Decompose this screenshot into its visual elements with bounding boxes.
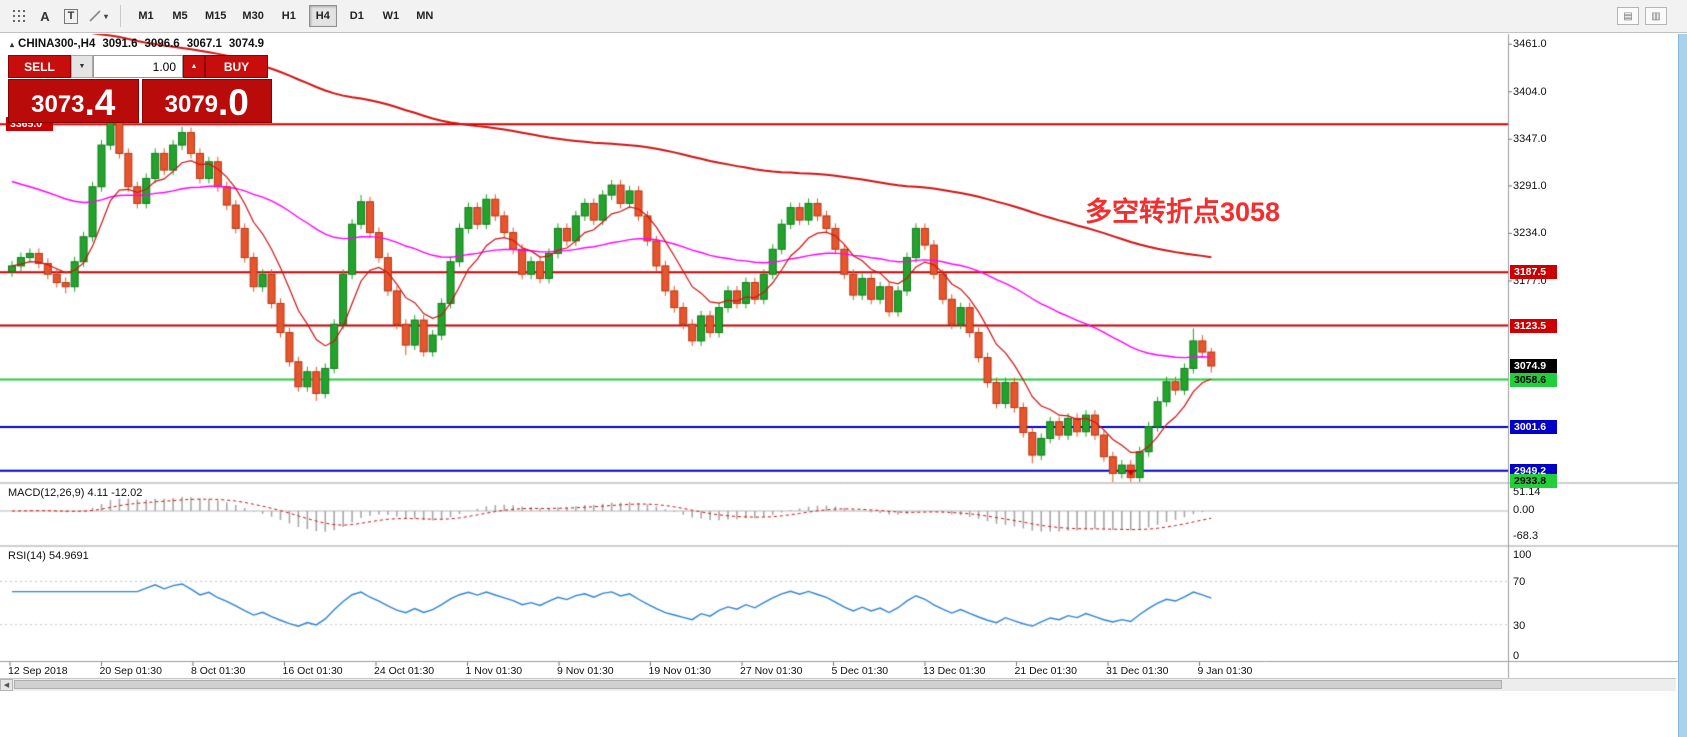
high-value: 3096.6 [144,38,180,50]
time-axis-label: 24 Oct 01:30 [374,665,435,677]
macd-axis-label: -68.3 [1513,530,1539,542]
grid-window-icon: ▤ [1623,10,1633,22]
time-axis-label: 20 Sep 01:30 [99,665,162,677]
trade-panel-controls: SELL ▼ ▲ BUY [8,55,272,78]
toolbar-right-icon-2[interactable]: ▥ [1645,7,1667,25]
buy-price-frac: .0 [218,82,249,123]
rsi-axis-label: 100 [1513,549,1532,561]
timeframe-m15-button[interactable]: M15 [200,5,231,27]
vertical-scrollbar[interactable] [1678,34,1687,737]
collapse-arrow-icon[interactable]: ▴ [10,40,15,49]
price-line-badge[interactable]: 3123.5 [1510,318,1557,333]
volume-decrease-button[interactable]: ▼ [71,55,93,78]
text-box-icon: T [63,8,79,24]
price-axis-label: 3461.0 [1513,38,1547,51]
price-line-badge[interactable]: 2933.8 [1510,474,1557,488]
toolbar-right-icons: ▤ ▥ [1617,7,1667,25]
rsi-axis-label: 0 [1513,650,1520,662]
shapes-icon [89,10,101,22]
buy-price-main: 3079 [164,91,219,118]
timeframe-h4-button[interactable]: H4 [308,5,337,27]
rsi-axis-label: 30 [1513,620,1526,632]
scroll-left-icon[interactable]: ◀ [0,679,13,691]
close-value: 3074.9 [228,38,265,50]
text-box-tool-button[interactable]: T [58,4,84,28]
price-axis-label: 3291.0 [1513,179,1547,192]
shapes-tool-button[interactable]: ▾ [84,4,112,28]
time-axis-label: 1 Nov 01:30 [465,665,523,677]
timeframe-m5-button[interactable]: M5 [166,5,194,27]
volume-input[interactable] [93,55,183,78]
timeframe-w1-button[interactable]: W1 [377,5,405,27]
time-axis-label: 16 Oct 01:30 [282,665,343,677]
horizontal-scrollbar[interactable]: ◀ [0,678,1676,691]
chevron-down-icon: ▼ [78,63,86,70]
macd-axis-label: 51.14 [1513,486,1541,498]
toolbar: A T ▾ M1 M5 M15 M30 H1 H4 D1 W1 MN ▤ ▥ [0,0,1687,33]
open-value: 3091.6 [102,38,138,50]
timeframe-mn-button[interactable]: MN [411,5,439,27]
crosshair-icon [12,9,25,22]
price-line-badge[interactable]: 3058.6 [1510,372,1557,387]
price-line-badge[interactable]: 3187.5 [1510,265,1557,280]
text-label-icon: A [40,8,50,24]
chart-ohlc-header: ▴ CHINA300-,H4 3091.6 3096.6 3067.1 3074.9 [10,38,271,50]
buy-button[interactable]: BUY [205,55,268,78]
toolbar-separator [120,5,122,27]
time-axis-label: 12 Sep 2018 [8,665,68,677]
timeframe-m1-button[interactable]: M1 [132,5,160,27]
timeframe-m30-button[interactable]: M30 [237,5,268,27]
timeframe-h1-button[interactable]: H1 [275,5,303,27]
time-axis-label: 13 Dec 01:30 [923,665,986,677]
toolbar-right-icon-1[interactable]: ▤ [1617,7,1639,25]
chart-annotation-text[interactable]: 多空转折点3058 [1085,197,1281,227]
sell-price-frac: .4 [84,82,116,123]
volume-increase-button[interactable]: ▲ [183,55,205,78]
sell-button[interactable]: SELL [8,55,71,78]
time-axis-label: 5 Dec 01:30 [831,665,889,677]
text-label-tool-button[interactable]: A [32,4,58,28]
price-line-badge[interactable]: 3001.6 [1510,420,1557,435]
time-axis-label: 9 Jan 01:30 [1197,665,1253,677]
time-axis-label: 19 Nov 01:30 [648,665,711,677]
rsi-axis-label: 70 [1513,576,1526,588]
price-axis-label: 3234.0 [1513,227,1547,240]
timeframe-buttons: M1 M5 M15 M30 H1 H4 D1 W1 MN [129,5,442,27]
chevron-down-icon: ▾ [104,11,109,21]
one-click-trading-panel: SELL ▼ ▲ BUY 3073.4 3079.0 [8,55,272,123]
crosshair-tool-button[interactable] [6,4,32,28]
chevron-up-icon: ▲ [190,63,198,70]
macd-header: MACD(12,26,9) 4.11 -12.02 [8,487,143,499]
price-axis-label: 3404.0 [1513,85,1547,98]
time-axis-label: 31 Dec 01:30 [1106,665,1169,677]
timeframe-d1-button[interactable]: D1 [343,5,371,27]
sell-price[interactable]: 3073.4 [8,79,139,123]
panel-window-icon: ▥ [1651,10,1661,22]
rsi-header: RSI(14) 54.9691 [8,550,89,562]
low-value: 3067.1 [186,38,222,50]
price-axis-label: 3347.0 [1513,133,1547,146]
symbol-name: CHINA300-,H4 [18,38,96,50]
trade-panel-prices: 3073.4 3079.0 [8,79,272,123]
time-axis-label: 21 Dec 01:30 [1014,665,1077,677]
time-axis-label: 27 Nov 01:30 [740,665,803,677]
horizontal-scrollbar-thumb[interactable] [14,680,1502,689]
buy-price[interactable]: 3079.0 [141,79,272,123]
time-axis-label: 9 Nov 01:30 [557,665,614,677]
time-axis-label: 8 Oct 01:30 [191,665,246,677]
macd-axis-label: 0.00 [1513,504,1535,516]
sell-price-main: 3073 [31,91,85,118]
current-price-badge: 3074.9 [1510,359,1557,373]
